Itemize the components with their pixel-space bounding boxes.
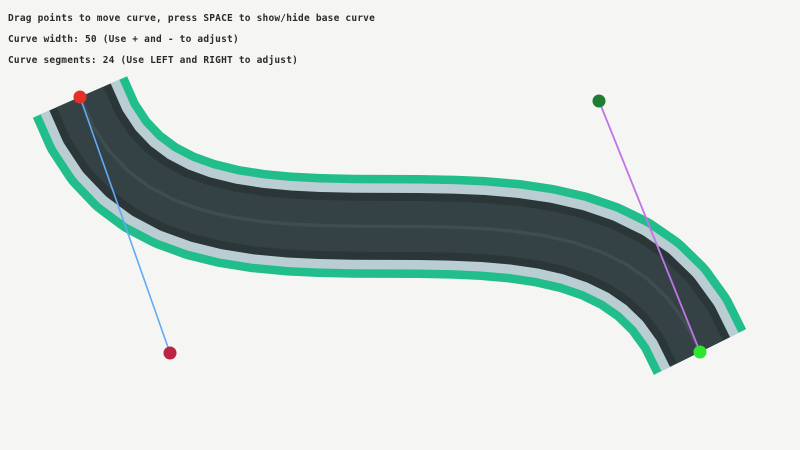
- instruction-curve-segments: Curve segments: 24 (Use LEFT and RIGHT t…: [8, 55, 299, 66]
- hud-instructions: Drag points to move curve, press SPACE t…: [8, 8, 375, 71]
- start-handle-line: [79, 96, 171, 354]
- end-handle-line: [598, 100, 701, 353]
- instruction-curve-width: Curve width: 50 (Use + and - to adjust): [8, 34, 239, 45]
- instruction-drag-points: Drag points to move curve, press SPACE t…: [8, 13, 376, 24]
- start-anchor-point[interactable]: [73, 90, 87, 104]
- end-handle-point[interactable]: [592, 94, 606, 108]
- start-handle-point[interactable]: [163, 346, 177, 360]
- end-anchor-point[interactable]: [693, 345, 707, 359]
- road-center-line: [78, 96, 702, 353]
